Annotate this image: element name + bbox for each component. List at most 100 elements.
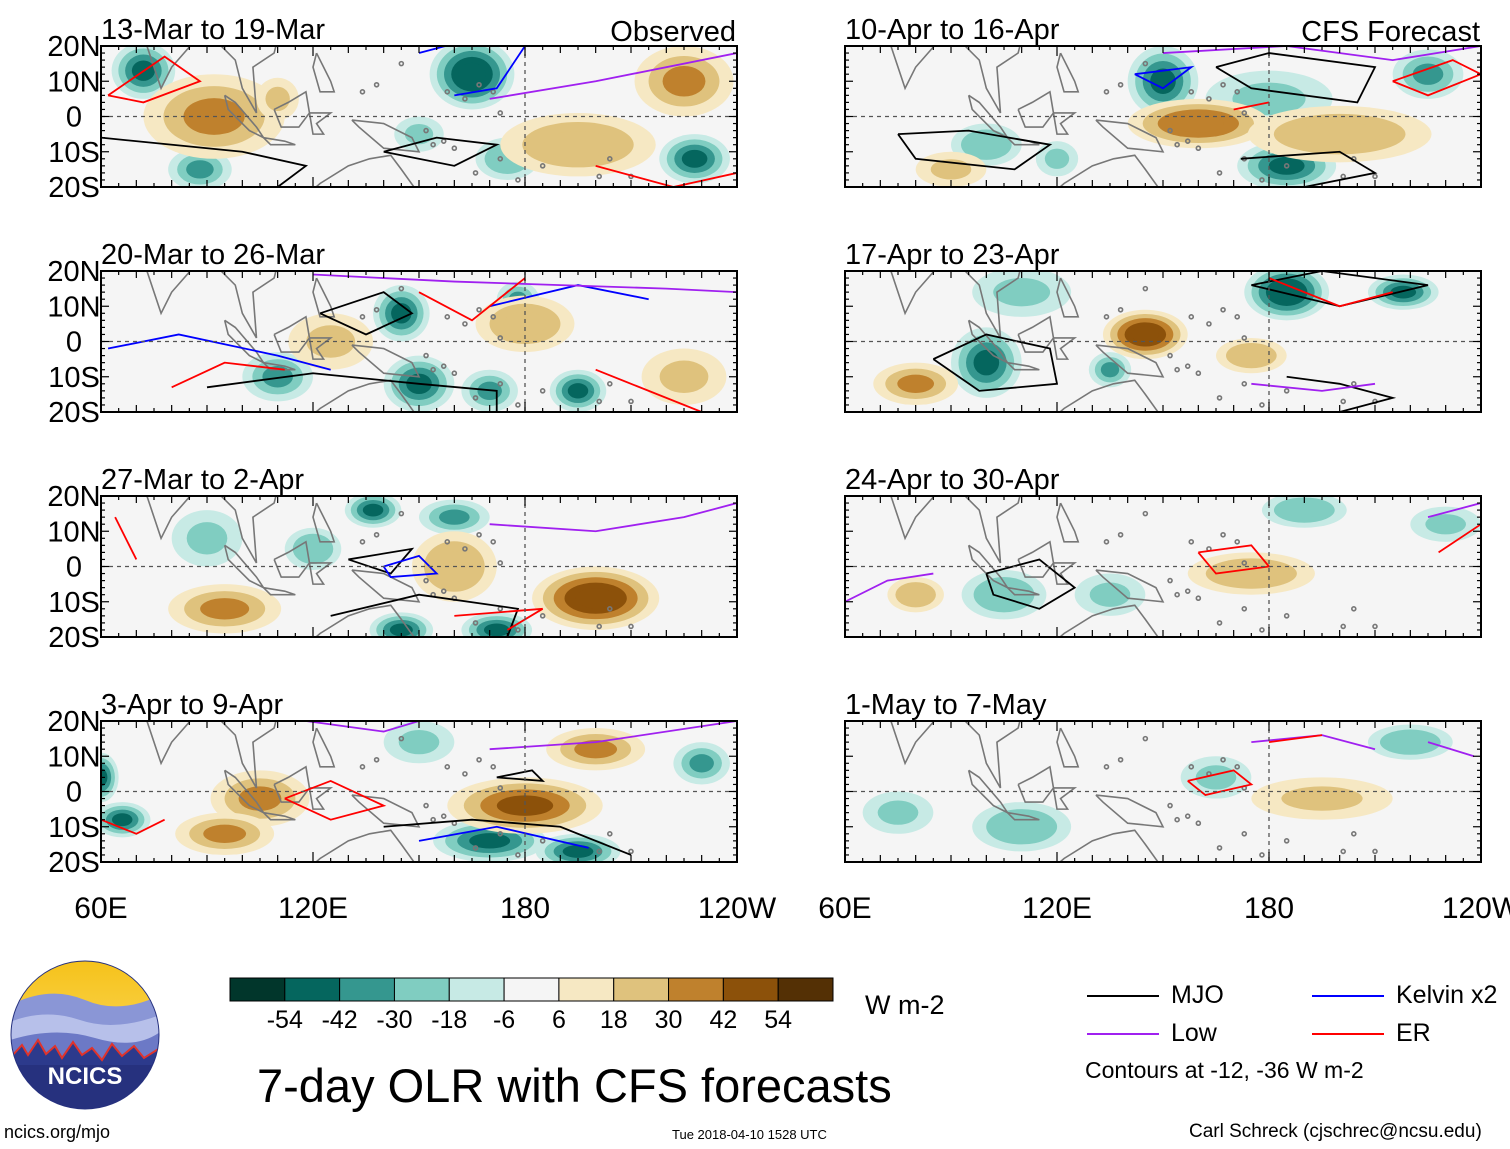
panel-plot-area [862,721,1475,862]
legend-swatch-low [1087,1033,1159,1035]
panel-plot-area [107,271,737,418]
island [606,156,613,162]
olr-anomaly [200,598,250,620]
island [1372,623,1378,630]
wave-contour [383,818,632,856]
island [490,764,497,770]
lon-label: 60E [74,892,127,925]
panel-title: 17-Apr to 23-Apr [845,239,1060,271]
olr-anomaly [903,587,928,603]
island [1340,623,1346,630]
island [1117,531,1124,538]
island [1283,613,1290,619]
olr-anomaly [503,311,547,337]
wave-contour [382,554,439,579]
island [555,414,559,418]
coastline [1052,787,1078,810]
panel-title: 1-May to 7-May [845,689,1047,721]
lat-label: 10N [47,291,100,323]
island [1216,845,1223,851]
island [1283,163,1290,169]
island [628,398,634,405]
island [1206,321,1212,327]
island [451,370,458,377]
island [472,620,479,626]
wave-contour [418,277,526,322]
legend-swatch-mjo [1087,995,1159,997]
olr-anomaly [1391,734,1429,750]
island [1299,639,1303,643]
axis-ticks [844,270,1482,413]
island [430,141,436,148]
island [1117,756,1124,763]
olr-anomaly [1425,514,1466,535]
island [423,802,429,809]
wave-contour [319,291,414,336]
coastlines [889,271,1378,412]
island [1220,756,1226,763]
island [596,398,603,405]
coastline [314,829,415,862]
panel-plot-area [845,496,1481,643]
coastlines [145,721,634,862]
island [628,623,634,630]
island [1220,81,1226,88]
island [1259,627,1265,633]
panel-plot-area [873,271,1439,412]
island [444,764,451,770]
wave-contour [206,372,498,412]
island [1216,170,1223,176]
lat-label: 0 [66,327,82,359]
island [497,156,504,162]
coastline [1056,727,1080,768]
island [1103,539,1110,545]
wave-contour [330,593,520,637]
wave-contour [1187,769,1254,796]
island [373,756,380,763]
island [1142,510,1149,517]
coastline [145,271,277,339]
island [1283,388,1290,394]
olr-anomaly [1100,362,1120,378]
colorbar-swatch [668,977,724,1002]
coastline [312,277,336,318]
legend-swatch-er [1312,1033,1384,1035]
coastline [1056,502,1080,543]
panel-title: 24-Apr to 30-Apr [845,464,1060,496]
wave-contour [1427,741,1475,758]
island [1372,848,1378,855]
coastline [1052,337,1078,360]
olr-anomaly [1131,326,1159,343]
wave-contour [1240,150,1378,187]
island [1188,764,1195,770]
island [1174,141,1180,148]
axis-ticks [844,495,1482,638]
coastline [1095,344,1165,378]
olr-anomaly [483,623,510,637]
colorbar-tick: 18 [600,1006,628,1034]
lat-label: 20N [47,31,100,63]
olr-anomaly [186,522,228,555]
lat-label: 20N [47,706,100,738]
island [1234,539,1240,545]
island [1184,813,1191,819]
island [515,627,521,633]
coastline [889,496,1021,564]
olr-anomaly [1232,82,1306,116]
island [596,173,603,180]
island [359,764,366,770]
panel-tag: CFS Forecast [1301,16,1480,48]
wave-contour [454,607,544,631]
wave-contour [1268,734,1323,744]
olr-anomaly [398,729,440,755]
wave-contour [1286,375,1397,412]
panel-title: 10-Apr to 16-Apr [845,14,1060,46]
island [398,735,405,742]
lat-label: 0 [66,777,82,809]
colorbar-swatch [339,977,395,1002]
coastline [262,586,296,596]
island [1351,830,1357,837]
olr-anomaly [897,374,935,393]
lat-label: 0 [66,552,82,584]
colorbar-swatch [503,977,560,1002]
